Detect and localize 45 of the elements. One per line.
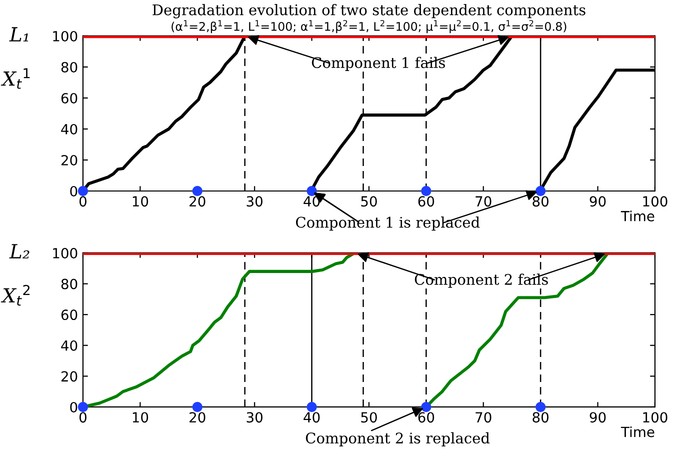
x-tick-label: 80 [532,196,548,207]
y-tick-label: 80 [61,62,78,72]
x-tick-label: 10 [132,196,148,207]
chart-title: Degradation evolution of two state dependent components [152,4,586,18]
y-tick-label: 40 [61,340,78,351]
y-tick-label: 60 [61,310,78,320]
y-tick-label: 20 [61,154,78,166]
annotation: Component 1 is replaced [296,216,480,231]
ref-line-label: L₁ [9,27,28,42]
x-tick-label: 80 [532,412,548,423]
annotation: Component 2 is replaced [306,432,490,446]
x-tick-label: 10 [132,412,148,423]
y-tick-label: 40 [61,124,78,134]
x-axis-title: Time [620,426,654,438]
y-axis-title: X$_{t}$$^{1}$ [0,68,30,89]
x-tick-label: 90 [590,412,606,423]
x-tick-label: 20 [190,412,206,423]
x-tick-label: 60 [418,196,434,207]
y-tick-label: 100 [53,248,78,258]
x-axis-title: Time [620,210,654,222]
y-tick-label: 100 [53,30,78,42]
y-tick-label: 80 [61,278,78,290]
y-tick-label: 0 [70,186,78,196]
y-tick-label: 0 [70,402,78,412]
annotation: Component 2 fails [414,274,548,288]
text: (α$^{1}$=2,β$^{1}$=1, L$^{1}$=100; α$^{1}$=1,β$^{2}$=1, L$^{2}$=100; μ$^{1}$=μ$^{2}$=0.1, σ$^{1}$=σ$^{2}$=0.8) [172,20,566,34]
y-tick-label: 60 [61,92,78,104]
x-tick-label: 50 [361,412,377,423]
x-tick-label: 90 [590,196,606,207]
annotation: Component 1 fails [312,56,445,71]
x-tick-label: 70 [476,412,492,423]
x-tick-label: 40 [304,412,320,423]
x-tick-label: 100 [643,196,668,207]
x-tick-label: 50 [361,196,377,207]
ref-line-label: L₂ [9,244,30,258]
x-tick-label: 20 [190,196,206,207]
x-tick-label: 0 [79,412,86,423]
x-tick-label: 0 [79,196,86,207]
y-axis-title: X$_{t}$$^{2}$ [0,284,30,306]
x-tick-label: 60 [418,412,434,423]
x-tick-label: 70 [476,196,492,207]
x-tick-label: 100 [643,412,668,423]
x-tick-label: 30 [246,196,262,207]
x-tick-label: 30 [246,412,262,423]
y-tick-label: 20 [61,371,78,382]
